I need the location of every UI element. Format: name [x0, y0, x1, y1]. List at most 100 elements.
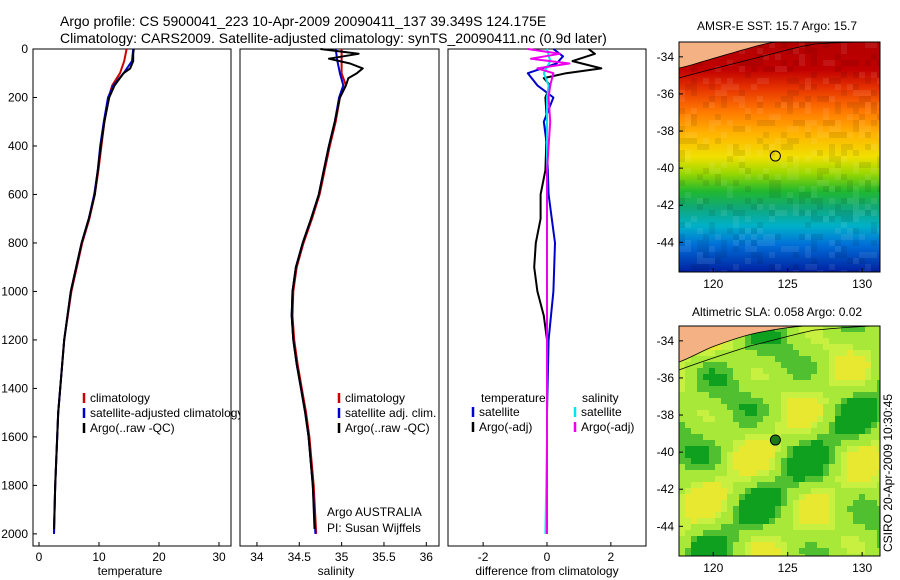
sla-pixel — [751, 536, 757, 542]
sla-pixel — [859, 410, 865, 416]
sla-pixel — [709, 368, 715, 374]
sla-pixel — [679, 524, 685, 530]
sst-pixel — [841, 60, 847, 66]
sst-pixel — [799, 198, 805, 204]
sst-pixel — [751, 234, 757, 240]
sla-pixel — [817, 470, 823, 476]
sla-pixel — [823, 464, 829, 470]
sla-pixel — [859, 518, 865, 524]
sla-pixel — [823, 512, 829, 518]
sla-pixel — [835, 440, 841, 446]
sla-map-title: Altimetric SLA: 0.058 Argo: 0.02 — [692, 305, 862, 319]
sla-pixel — [805, 422, 811, 428]
sla-pixel — [709, 506, 715, 512]
sst-pixel — [853, 210, 859, 216]
sst-pixel — [805, 192, 811, 198]
sla-pixel — [787, 356, 793, 362]
sla-pixel — [745, 410, 751, 416]
sla-pixel — [805, 452, 811, 458]
sla-pixel — [781, 470, 787, 476]
sla-pixel — [769, 488, 775, 494]
map-y-tick-label: -34 — [657, 334, 675, 348]
sst-pixel — [841, 270, 847, 272]
sla-pixel — [709, 530, 715, 536]
sla-pixel — [697, 482, 703, 488]
sla-pixel — [805, 404, 811, 410]
sla-pixel — [697, 542, 703, 548]
sla-map-frame — [678, 325, 881, 557]
sla-pixel — [733, 452, 739, 458]
sst-pixel — [709, 222, 715, 228]
sla-pixel — [775, 482, 781, 488]
sst-pixel — [769, 186, 775, 192]
sst-pixel — [691, 132, 697, 138]
sst-pixel — [805, 108, 811, 114]
sla-pixel — [859, 476, 865, 482]
sla-pixel — [877, 530, 880, 536]
sst-pixel — [739, 162, 745, 168]
sla-pixel — [697, 440, 703, 446]
sla-pixel — [745, 416, 751, 422]
sla-pixel — [847, 362, 853, 368]
sla-pixel — [877, 506, 880, 512]
sla-pixel — [721, 536, 727, 542]
sst-pixel — [865, 102, 871, 108]
sla-pixel — [793, 500, 799, 506]
sst-pixel — [781, 144, 787, 150]
sst-pixel — [721, 246, 727, 252]
sla-pixel — [841, 458, 847, 464]
sla-pixel — [853, 476, 859, 482]
sst-pixel — [829, 240, 835, 246]
sst-pixel — [751, 84, 757, 90]
sst-pixel — [697, 264, 703, 270]
sst-pixel — [769, 240, 775, 246]
difference-legend: temperature salinitysatelliteArgo(-adj)sa… — [471, 391, 634, 434]
sla-pixel — [763, 440, 769, 446]
x-tick-label: 30 — [212, 550, 226, 564]
sst-pixel — [721, 162, 727, 168]
sst-pixel — [811, 84, 817, 90]
sst-pixel — [745, 144, 751, 150]
sla-pixel — [763, 350, 769, 356]
argo-position-marker-sst — [769, 150, 781, 162]
sla-pixel — [793, 458, 799, 464]
sla-pixel — [787, 470, 793, 476]
sst-pixel — [835, 186, 841, 192]
sla-pixel — [823, 458, 829, 464]
sla-pixel — [739, 518, 745, 524]
sla-pixel — [691, 458, 697, 464]
sla-pixel — [853, 392, 859, 398]
sla-pixel — [679, 512, 685, 518]
sst-pixel — [871, 228, 877, 234]
sla-pixel — [739, 494, 745, 500]
sla-pixel — [859, 464, 865, 470]
sla-pixel — [805, 476, 811, 482]
sst-pixel — [679, 246, 685, 252]
sst-pixel — [703, 246, 709, 252]
sla-pixel — [757, 332, 763, 338]
sst-pixel — [865, 42, 871, 48]
sla-pixel — [847, 482, 853, 488]
sst-pixel — [817, 150, 823, 156]
sla-pixel — [859, 416, 865, 422]
sst-pixel — [715, 90, 721, 96]
sla-pixel — [859, 494, 865, 500]
sst-pixel — [847, 258, 853, 264]
sla-pixel — [793, 470, 799, 476]
sst-pixel — [865, 90, 871, 96]
sla-pixel — [703, 542, 709, 548]
sst-pixel — [703, 78, 709, 84]
header-line-2: Climatology: CARS2009. Satellite-adjuste… — [60, 30, 607, 46]
sla-pixel — [859, 452, 865, 458]
sst-pixel — [865, 180, 871, 186]
sla-pixel — [823, 446, 829, 452]
sla-pixel — [745, 488, 751, 494]
sla-pixel — [757, 452, 763, 458]
sst-pixel — [781, 102, 787, 108]
sst-pixel — [859, 72, 865, 78]
sla-pixel — [751, 470, 757, 476]
sla-pixel — [799, 326, 805, 332]
sst-pixel — [739, 96, 745, 102]
sla-pixel — [775, 428, 781, 434]
